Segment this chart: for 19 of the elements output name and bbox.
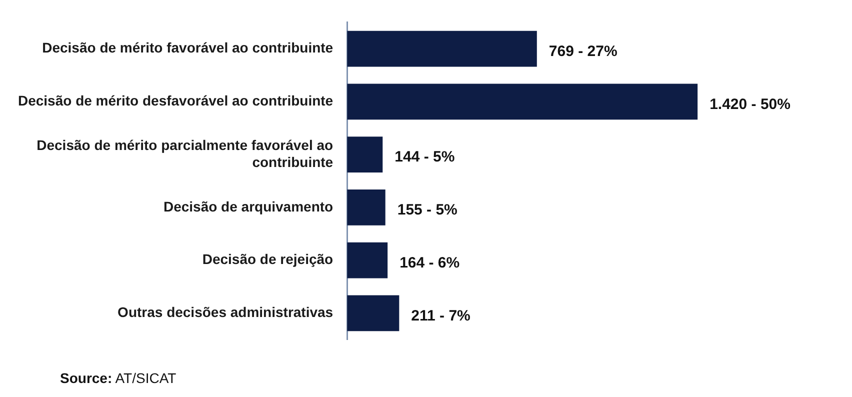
data-label: 144 - 5% xyxy=(394,148,455,166)
y-tick-label: Outras decisões administrativas xyxy=(118,304,334,320)
bar xyxy=(347,136,383,173)
data-label: 164 - 6% xyxy=(400,254,460,272)
data-label: 1.420 - 50% xyxy=(710,96,790,113)
y-tick-label: Decisão de mérito desfavorável ao contribuinte xyxy=(18,92,334,109)
bar xyxy=(347,30,537,67)
y-tick-label: Decisão de arquivamento xyxy=(163,198,334,214)
data-label: 211 - 7% xyxy=(411,307,470,324)
y-tick-label: Decisão de mérito favorável ao contribuinte xyxy=(42,40,334,56)
data-label: 155 - 5% xyxy=(397,202,458,219)
y-tick-label: Decisão de rejeição xyxy=(202,251,334,268)
y-tick-label: Decisão de mérito parcialmente favorável ao contribuinte xyxy=(36,137,334,170)
bar xyxy=(347,295,400,332)
bar xyxy=(347,84,698,120)
bar xyxy=(347,189,386,226)
source-note: Source: AT/SICAT xyxy=(60,370,176,386)
data-label: 769 - 27% xyxy=(548,42,618,60)
bar xyxy=(347,242,388,278)
